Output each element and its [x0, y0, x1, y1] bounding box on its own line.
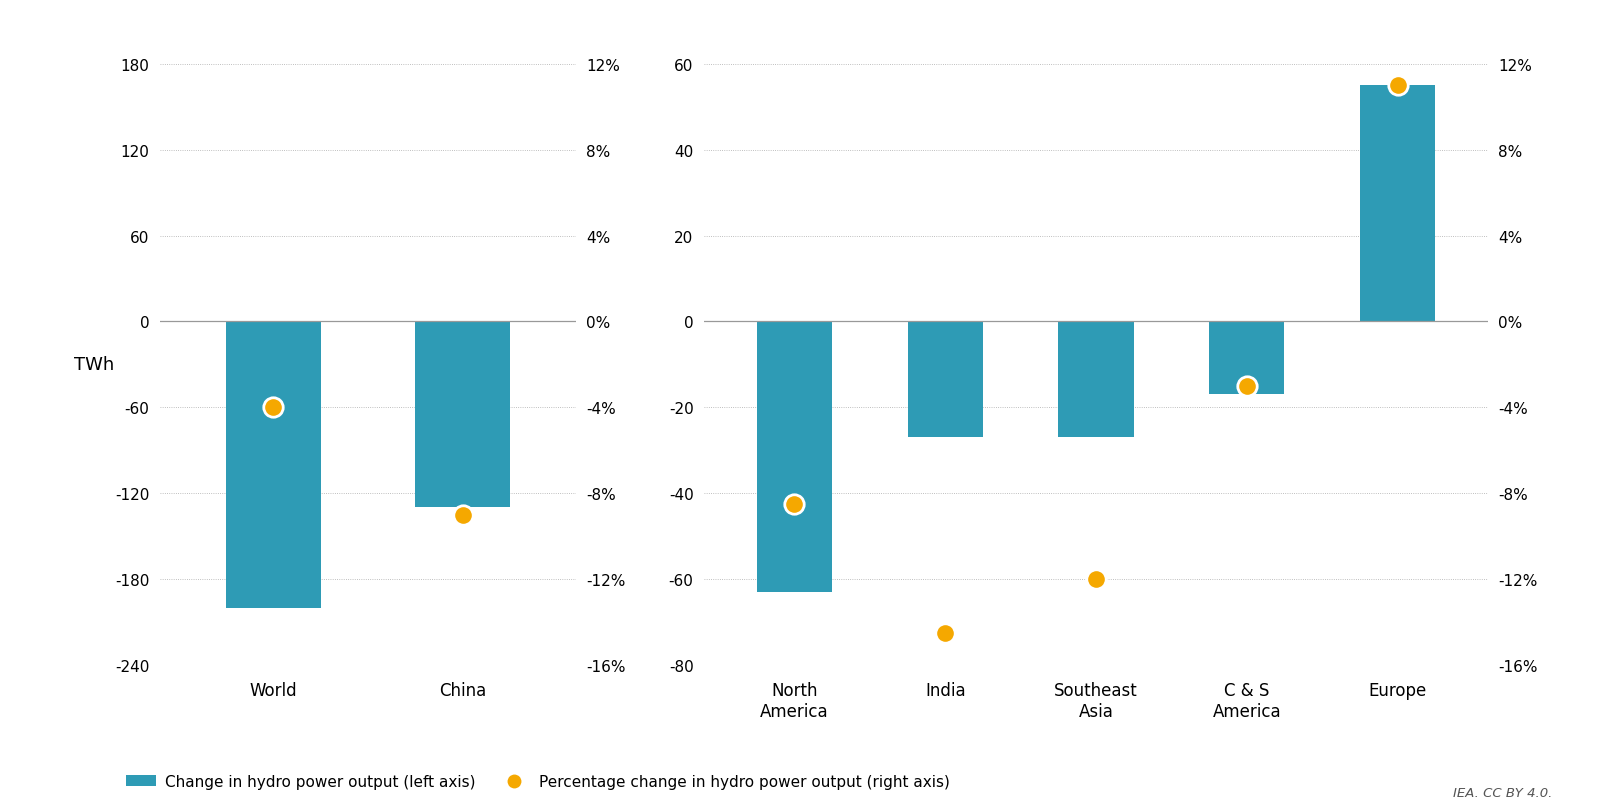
Bar [1058, 322, 1134, 438]
Text: IEA. CC BY 4.0.: IEA. CC BY 4.0. [1453, 786, 1552, 799]
Bar [907, 322, 982, 438]
Bar [1360, 86, 1435, 322]
Bar [416, 322, 510, 508]
Bar [757, 322, 832, 592]
Bar [1210, 322, 1285, 395]
Y-axis label: TWh: TWh [74, 356, 115, 374]
Bar [226, 322, 320, 608]
Legend: Change in hydro power output (left axis), Percentage change in hydro power outpu: Change in hydro power output (left axis)… [120, 768, 955, 796]
